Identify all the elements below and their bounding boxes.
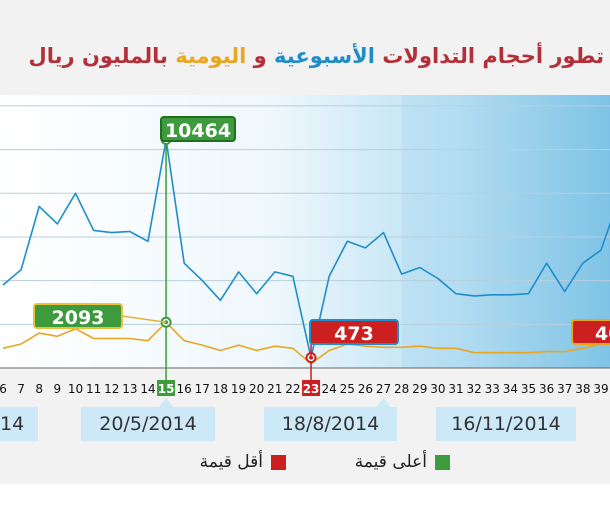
date-pointer-1b (159, 398, 174, 407)
tick-highlight-lowest (302, 380, 321, 396)
x-tick-label-12: 12 (104, 382, 119, 396)
legend-lowest-swatch (271, 454, 286, 470)
x-tick-label-38: 38 (575, 382, 590, 396)
legend-lowest-label: أقل قيمة (199, 452, 263, 472)
weekly-min-label: 473 (309, 319, 399, 345)
leader-daily-max (121, 315, 167, 324)
date-marker-1: 20/5/2014 (81, 407, 215, 441)
x-tick-label-20: 20 (249, 382, 264, 396)
legend-highest-swatch (435, 454, 450, 470)
daily-max-label: 2093 (33, 303, 123, 329)
date-pointer-2 (376, 398, 391, 407)
x-tick-label-39: 39 (593, 382, 608, 396)
x-tick-label-14: 14 (140, 382, 155, 396)
series-line-weekly (2, 138, 610, 359)
footer-band (0, 484, 610, 512)
x-tick-label-25: 25 (340, 382, 355, 396)
title-part-and: و (246, 44, 275, 68)
legend-highest-label: أعلى قيمة (354, 452, 427, 472)
x-tick-label-16: 16 (177, 382, 192, 396)
x-tick-label-11: 11 (86, 382, 101, 396)
daily-last-label: 40 (571, 319, 610, 345)
x-tick-label-35: 35 (521, 382, 536, 396)
x-tick-label-18: 18 (213, 382, 228, 396)
x-tick-label-9: 9 (54, 382, 62, 396)
x-tick-label-36: 36 (539, 382, 554, 396)
chart-title: تطور أحجام التداولات الأسبوعية و اليومية… (0, 44, 604, 68)
x-tick-label-30: 30 (430, 382, 445, 396)
tick-highlight-highest (157, 380, 176, 396)
x-tick-label-21: 21 (267, 382, 282, 396)
x-tick-label-33: 33 (485, 382, 500, 396)
x-tick-label-27: 27 (376, 382, 391, 396)
x-tick-label-8: 8 (35, 382, 43, 396)
weekly-max-label: 10464 (160, 116, 236, 142)
series-line-daily (2, 321, 610, 365)
title-part-weekly: الأسبوعية (274, 44, 375, 68)
date-marker-0: 14 (0, 407, 38, 441)
x-tick-label-26: 26 (358, 382, 373, 396)
legend-lowest: أقل قيمة (140, 452, 286, 472)
x-tick-label-19: 19 (231, 382, 246, 396)
date-marker-2: 18/8/2014 (264, 407, 397, 441)
x-tick-label-10: 10 (68, 382, 83, 396)
x-tick-label-37: 37 (557, 382, 572, 396)
x-tick-label-6: 6 (0, 382, 7, 396)
x-tick-label-34: 34 (503, 382, 518, 396)
x-tick-label-31: 31 (448, 382, 463, 396)
x-tick-label-7: 7 (17, 382, 25, 396)
title-part-unit: بالمليون ريال (28, 44, 176, 68)
x-tick-label-15: 15 (158, 382, 175, 396)
title-part-daily: اليومية (175, 44, 247, 68)
x-tick-label-13: 13 (122, 382, 137, 396)
x-tick-label-32: 32 (466, 382, 481, 396)
title-part-1: تطور أحجام التداولات (374, 44, 604, 68)
legend-highest: أعلى قيمة (310, 452, 450, 472)
date-marker-3: 16/11/2014 (436, 407, 576, 441)
x-tick-label-29: 29 (412, 382, 427, 396)
x-tick-label-22: 22 (285, 382, 300, 396)
x-tick-label-17: 17 (195, 382, 210, 396)
x-tick-label-23: 23 (303, 382, 320, 396)
x-tick-label-24: 24 (322, 382, 337, 396)
x-tick-label-28: 28 (394, 382, 409, 396)
